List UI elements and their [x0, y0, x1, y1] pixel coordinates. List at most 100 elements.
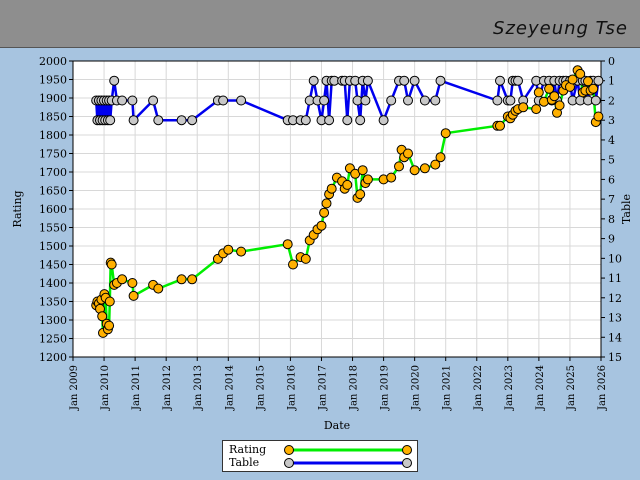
x-tick-label: Jan 2019 — [380, 365, 391, 411]
x-tick-label: Jan 2011 — [131, 365, 142, 411]
data-point-table — [430, 95, 441, 106]
y-right-tick-label: 3 — [608, 114, 615, 127]
y-left-tick-label: 1850 — [39, 111, 67, 124]
y-right-tick-label: 13 — [608, 312, 622, 325]
data-point-rating — [104, 320, 115, 331]
data-point-table — [109, 75, 120, 86]
chart-legend: Rating Table — [222, 440, 418, 472]
data-point-rating — [357, 165, 368, 176]
y-left-tick-label: 1500 — [39, 240, 67, 253]
y-right-tick-label: 1 — [608, 75, 615, 88]
data-point-rating — [288, 259, 298, 270]
data-point-table — [128, 115, 139, 126]
data-point-table — [153, 115, 164, 126]
x-tick-label: Jan 2025 — [566, 365, 577, 411]
data-point-table — [319, 95, 330, 106]
data-point-table — [399, 75, 410, 86]
legend-swatch-rating — [283, 445, 412, 455]
x-tick-label: Jan 2009 — [69, 365, 80, 411]
data-point-table — [378, 115, 389, 126]
legend-label-rating: Rating — [229, 443, 267, 456]
data-point-table — [300, 115, 311, 126]
y-left-tick-label: 1200 — [39, 351, 67, 364]
data-point-table — [495, 75, 505, 86]
data-point-table — [127, 95, 138, 106]
y-left-tick-label: 1300 — [39, 314, 67, 327]
data-point-rating — [531, 104, 542, 115]
y-right-axis-label: Table — [620, 194, 633, 224]
data-point-rating — [282, 239, 293, 250]
player-name: Szeyeung Tse — [493, 18, 628, 39]
y-right-tick-label: 12 — [608, 292, 622, 305]
data-point-rating — [495, 120, 505, 131]
data-point-rating — [554, 100, 565, 111]
x-tick-label: Jan 2020 — [411, 365, 422, 411]
data-point-rating — [176, 274, 187, 285]
data-point-rating — [362, 174, 373, 185]
x-tick-label: Jan 2012 — [162, 365, 173, 411]
data-point-rating — [355, 189, 366, 200]
data-point-table — [308, 75, 319, 86]
data-point-rating — [106, 259, 117, 270]
title-bar: Szeyeung Tse — [0, 0, 640, 48]
data-point-rating — [128, 290, 139, 301]
y-right-tick-label: 2 — [608, 94, 615, 107]
y-right-tick-label: 11 — [608, 272, 622, 285]
y-left-tick-label: 1950 — [39, 74, 67, 87]
x-tick-label: Jan 2015 — [255, 365, 266, 411]
x-axis-label: Date — [324, 419, 350, 432]
y-left-tick-label: 1400 — [39, 277, 67, 290]
x-tick-label: Jan 2024 — [535, 365, 546, 411]
data-point-rating — [544, 83, 555, 94]
data-point-rating — [236, 246, 247, 257]
data-point-table — [117, 95, 128, 106]
data-point-rating — [342, 179, 353, 190]
x-tick-label: Jan 2023 — [504, 365, 515, 411]
data-point-rating — [549, 91, 560, 102]
y-right-tick-label: 7 — [608, 193, 615, 206]
x-tick-label: Jan 2026 — [597, 365, 608, 411]
y-left-tick-label: 1550 — [39, 222, 67, 235]
y-left-tick-label: 1750 — [39, 148, 67, 161]
y-left-tick-label: 1900 — [39, 92, 67, 105]
data-point-rating — [153, 283, 164, 294]
data-point-table — [355, 115, 366, 126]
data-point-rating — [187, 274, 198, 285]
data-point-rating — [440, 128, 451, 139]
y-right-tick-label: 0 — [608, 55, 615, 68]
data-point-table — [218, 95, 229, 106]
data-point-table — [409, 75, 420, 86]
data-point-rating — [223, 244, 234, 255]
y-left-tick-label: 1800 — [39, 129, 67, 142]
x-tick-label: Jan 2013 — [193, 365, 204, 411]
y-right-tick-label: 10 — [608, 252, 622, 265]
data-point-table — [492, 95, 503, 106]
y-left-tick-label: 1650 — [39, 185, 67, 198]
data-point-rating — [419, 163, 430, 174]
data-point-table — [435, 75, 446, 86]
data-point-table — [419, 95, 430, 106]
x-tick-label: Jan 2014 — [224, 365, 235, 411]
legend-swatch-table — [283, 458, 412, 468]
data-point-table — [403, 95, 413, 106]
x-tick-label: Jan 2016 — [286, 365, 297, 411]
data-point-rating — [593, 111, 604, 122]
data-point-rating — [518, 102, 529, 113]
data-point-table — [176, 115, 187, 126]
y-left-tick-label: 1700 — [39, 166, 67, 179]
data-point-table — [386, 95, 397, 106]
data-point-rating — [104, 296, 115, 307]
data-point-rating — [326, 183, 337, 194]
y-left-axis-label: Rating — [11, 190, 24, 227]
y-left-tick-label: 1250 — [39, 333, 67, 346]
data-point-rating — [533, 87, 544, 98]
y-left-tick-label: 2000 — [39, 55, 67, 68]
data-point-rating — [300, 253, 311, 264]
data-point-rating — [430, 159, 441, 170]
data-point-table — [342, 115, 353, 126]
data-point-rating — [435, 152, 446, 163]
y-right-tick-label: 6 — [608, 173, 615, 186]
data-point-rating — [97, 311, 108, 322]
data-point-rating — [386, 172, 397, 183]
data-point-table — [148, 95, 159, 106]
